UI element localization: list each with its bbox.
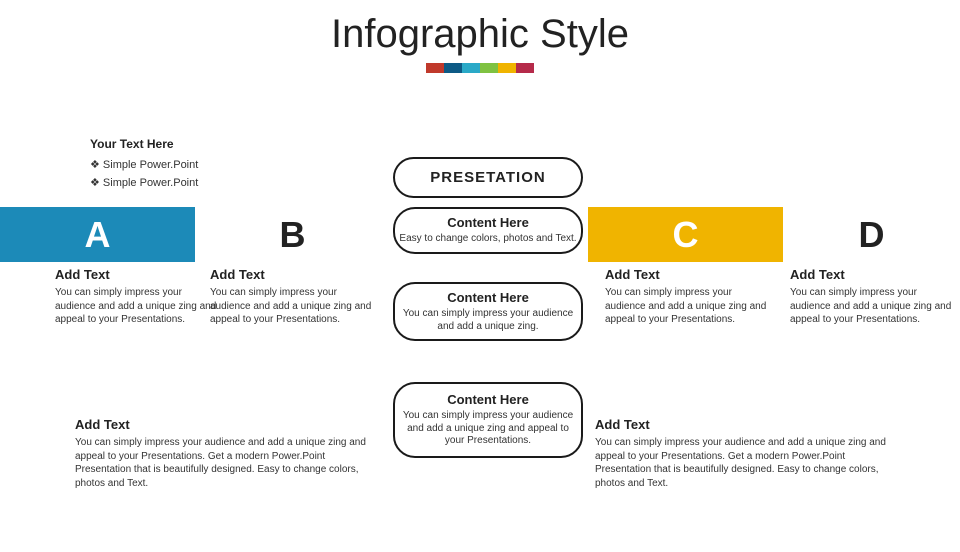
letter-A: A [85,214,111,256]
col-D-body: You can simply impress your audience and… [790,286,960,327]
col-B-heading: Add Text [210,267,380,282]
pill-content-3: Content Here You can simply impress your… [393,382,583,458]
pill3-sub: You can simply impress your audience and… [401,410,575,448]
long-right: Add Text You can simply impress your aud… [595,417,895,490]
letter-B: B [280,214,306,256]
pill2-sub: You can simply impress your audience and… [399,308,577,333]
col-C-block: Add Text You can simply impress your aud… [605,267,775,327]
pill2-title: Content Here [399,290,577,305]
swatch-3 [462,63,480,73]
page-title: Infographic Style [0,12,960,57]
col-B-block: Add Text You can simply impress your aud… [210,267,380,327]
col-A-body: You can simply impress your audience and… [55,286,225,327]
pill1-sub: Easy to change colors, photos and Text. [399,233,577,246]
col-B-body: You can simply impress your audience and… [210,286,380,327]
col-A-block: Add Text You can simply impress your aud… [55,267,225,327]
long-left-body: You can simply impress your audience and… [75,436,375,490]
letter-C: C [673,214,699,256]
header-top-text: Your Text Here [90,137,174,151]
swatch-2 [444,63,462,73]
col-C-heading: Add Text [605,267,775,282]
bullet-2: Simple Power.Point [90,175,198,193]
color-bar [0,63,960,73]
band-C: C [588,207,783,262]
bullet-1: Simple Power.Point [90,157,198,175]
pill-content-2: Content Here You can simply impress your… [393,282,583,341]
band-D: D [783,207,960,262]
swatch-4 [480,63,498,73]
band-B: B [195,207,390,262]
pill-content-1: Content Here Easy to change colors, phot… [393,207,583,254]
pill-main-title: PRESETATION [399,169,577,186]
pill1-title: Content Here [399,215,577,230]
col-C-body: You can simply impress your audience and… [605,286,775,327]
long-right-heading: Add Text [595,417,895,432]
header-bullets: Simple Power.Point Simple Power.Point [90,157,198,192]
swatch-6 [516,63,534,73]
band-A: A [0,207,195,262]
swatch-1 [426,63,444,73]
long-left: Add Text You can simply impress your aud… [75,417,375,490]
col-D-block: Add Text You can simply impress your aud… [790,267,960,327]
pill-main: PRESETATION [393,157,583,198]
col-A-heading: Add Text [55,267,225,282]
long-right-body: You can simply impress your audience and… [595,436,895,490]
pill3-title: Content Here [401,392,575,407]
col-D-heading: Add Text [790,267,960,282]
long-left-heading: Add Text [75,417,375,432]
letter-D: D [859,214,885,256]
swatch-5 [498,63,516,73]
